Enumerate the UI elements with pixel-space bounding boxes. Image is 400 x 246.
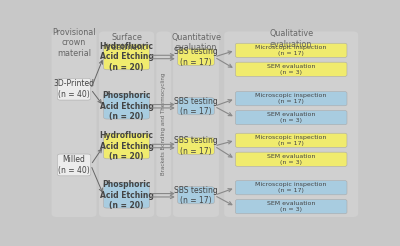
Text: Qualitative
evaluation: Qualitative evaluation xyxy=(269,29,313,49)
Text: Microscopic inspection
(n = 17): Microscopic inspection (n = 17) xyxy=(256,93,327,104)
Text: SBS testing
(n = 17): SBS testing (n = 17) xyxy=(174,185,218,205)
FancyBboxPatch shape xyxy=(57,154,91,176)
FancyBboxPatch shape xyxy=(235,133,347,147)
Text: SBS testing
(n = 17): SBS testing (n = 17) xyxy=(174,47,218,67)
Text: Microscopic inspection
(n = 17): Microscopic inspection (n = 17) xyxy=(256,135,327,146)
Text: Microscopic inspection
(n = 17): Microscopic inspection (n = 17) xyxy=(256,45,327,56)
Text: Hydrofluoric
Acid Etching
(n = 20): Hydrofluoric Acid Etching (n = 20) xyxy=(100,131,154,161)
FancyBboxPatch shape xyxy=(235,110,347,125)
FancyBboxPatch shape xyxy=(178,187,214,204)
Text: SBS testing
(n = 17): SBS testing (n = 17) xyxy=(174,136,218,156)
Text: Microscopic inspection
(n = 17): Microscopic inspection (n = 17) xyxy=(256,182,327,193)
Text: SEM evaluation
(n = 3): SEM evaluation (n = 3) xyxy=(267,154,315,165)
Text: Hydrofluoric
Acid Etching
(n = 20): Hydrofluoric Acid Etching (n = 20) xyxy=(100,42,154,72)
FancyBboxPatch shape xyxy=(104,44,150,70)
FancyBboxPatch shape xyxy=(104,93,150,119)
Text: Brackets Bonding and Thermocycling: Brackets Bonding and Thermocycling xyxy=(161,73,166,175)
FancyBboxPatch shape xyxy=(235,200,347,214)
FancyBboxPatch shape xyxy=(235,181,347,195)
FancyBboxPatch shape xyxy=(224,31,358,217)
FancyBboxPatch shape xyxy=(173,31,219,217)
Text: SBS testing
(n = 17): SBS testing (n = 17) xyxy=(174,96,218,116)
FancyBboxPatch shape xyxy=(52,31,96,217)
Text: Phosphoric
Acid Etching
(n = 20): Phosphoric Acid Etching (n = 20) xyxy=(100,180,154,210)
FancyBboxPatch shape xyxy=(235,152,347,166)
FancyBboxPatch shape xyxy=(235,62,347,77)
FancyBboxPatch shape xyxy=(178,48,214,65)
Text: SEM evaluation
(n = 3): SEM evaluation (n = 3) xyxy=(267,64,315,75)
FancyBboxPatch shape xyxy=(99,31,154,217)
Text: Quantitative
evaluation: Quantitative evaluation xyxy=(171,33,221,52)
Text: SEM evaluation
(n = 3): SEM evaluation (n = 3) xyxy=(267,112,315,123)
FancyBboxPatch shape xyxy=(178,138,214,154)
Text: SEM evaluation
(n = 3): SEM evaluation (n = 3) xyxy=(267,201,315,212)
FancyBboxPatch shape xyxy=(235,43,347,58)
Text: Surface
treatment: Surface treatment xyxy=(106,33,147,52)
Text: Provisional
crown
material: Provisional crown material xyxy=(52,28,96,58)
FancyBboxPatch shape xyxy=(57,78,91,100)
Text: 3D-Printed
(n = 40): 3D-Printed (n = 40) xyxy=(54,79,94,99)
Text: Phosphoric
Acid Etching
(n = 20): Phosphoric Acid Etching (n = 20) xyxy=(100,91,154,121)
FancyBboxPatch shape xyxy=(104,133,150,159)
FancyBboxPatch shape xyxy=(178,98,214,115)
FancyBboxPatch shape xyxy=(156,31,171,217)
FancyBboxPatch shape xyxy=(235,92,347,106)
Text: Milled
(n = 40): Milled (n = 40) xyxy=(58,155,90,175)
FancyBboxPatch shape xyxy=(104,183,150,208)
